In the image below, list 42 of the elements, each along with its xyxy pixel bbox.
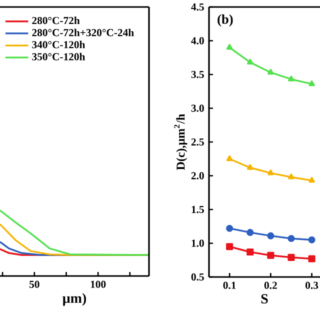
y-tick-label: 4.5: [191, 3, 204, 11]
point: [288, 234, 295, 242]
point: [246, 228, 254, 236]
legend-label: 280°C-72h+320°C-24h: [32, 28, 134, 36]
y-tick-label: 3.5: [191, 70, 204, 78]
y-tick-label: 0.5: [191, 273, 204, 281]
point: [226, 224, 234, 232]
legend-label: 350°C-120h: [32, 52, 86, 60]
point: [246, 248, 254, 256]
point: [288, 254, 295, 261]
legend-label: 280°C-72h: [32, 16, 80, 24]
point: [226, 155, 233, 162]
y-tick-label: 3.0: [191, 104, 204, 112]
point: [267, 232, 274, 240]
point: [226, 243, 234, 250]
point: [226, 44, 233, 50]
annotation: (b): [218, 14, 233, 26]
y-tick-label: 1.0: [192, 240, 204, 247]
y-tick-label: 1.5: [192, 206, 204, 214]
legend-label: 340°C-120h: [32, 40, 86, 48]
x-tick-label: 0.2: [264, 282, 277, 289]
point: [288, 174, 294, 180]
point: [308, 80, 315, 86]
point: [308, 176, 315, 183]
y-tick-label: 2.5: [191, 138, 204, 146]
point: [246, 164, 254, 170]
point: [267, 252, 274, 259]
y-axis-title: D(c),μm$^{2}$/h: [174, 114, 188, 170]
x-tick-label: 0.3: [306, 282, 318, 289]
point: [308, 236, 316, 244]
x-tick-label: 0.1: [223, 282, 236, 289]
x-axis-title: S: [261, 294, 268, 304]
y-tick-label: 2.0: [191, 172, 204, 180]
y-tick-label: 4.0: [191, 37, 204, 44]
point: [288, 76, 294, 82]
x-tick-label: 100: [90, 280, 106, 288]
point: [267, 68, 274, 75]
point: [246, 58, 254, 65]
point: [267, 170, 274, 176]
x-axis-title: μm): [62, 293, 86, 306]
point: [308, 255, 316, 262]
x-tick-label: 50: [29, 280, 40, 288]
